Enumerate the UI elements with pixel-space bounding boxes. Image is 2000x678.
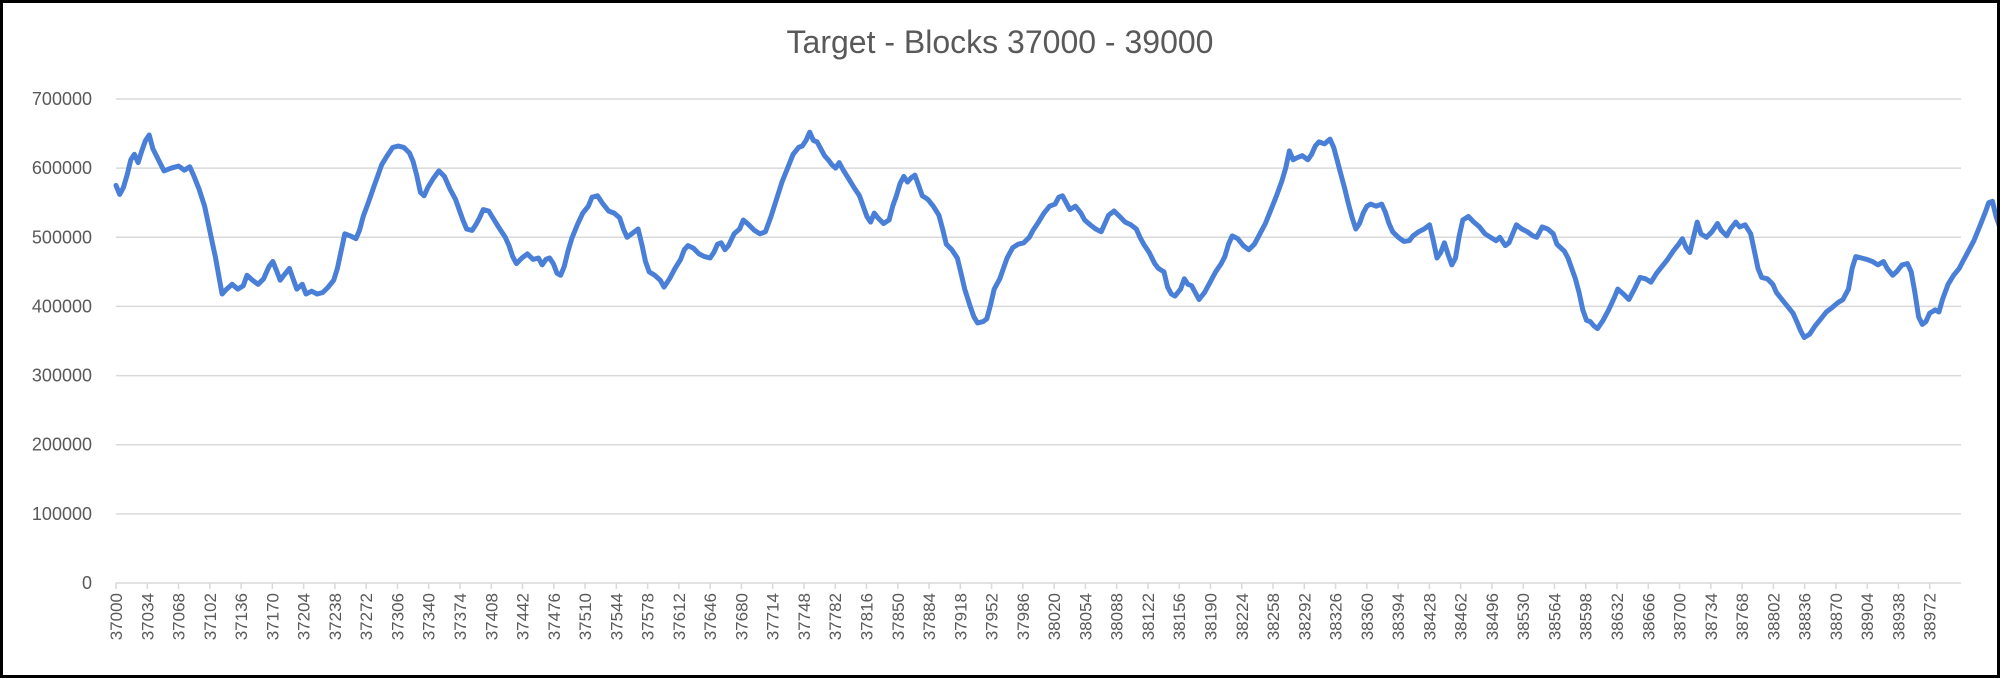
x-tick-label: 38870 xyxy=(1827,593,1846,640)
y-tick-label: 300000 xyxy=(32,366,92,386)
x-tick-label: 38292 xyxy=(1295,593,1314,640)
x-tick-label: 37918 xyxy=(951,593,970,640)
x-tick-label: 37646 xyxy=(701,593,720,640)
y-tick-label: 600000 xyxy=(32,158,92,178)
x-tick-label: 38224 xyxy=(1233,593,1252,640)
x-tick-label: 37680 xyxy=(732,593,751,640)
x-tick-label: 37204 xyxy=(295,593,314,640)
x-tick-label: 38088 xyxy=(1108,593,1127,640)
x-tick-label: 37000 xyxy=(107,593,126,640)
x-tick-label: 38258 xyxy=(1264,593,1283,640)
x-tick-label: 38360 xyxy=(1358,593,1377,640)
x-tick-label: 38836 xyxy=(1796,593,1815,640)
x-tick-label: 37884 xyxy=(920,593,939,640)
x-tick-label: 37952 xyxy=(983,593,1002,640)
x-tick-label: 37034 xyxy=(138,593,157,640)
x-tick-label: 38598 xyxy=(1577,593,1596,640)
x-tick-label: 38530 xyxy=(1514,593,1533,640)
x-tick-label: 37986 xyxy=(1014,593,1033,640)
series-line-0 xyxy=(113,129,1997,340)
x-tick-label: 37306 xyxy=(388,593,407,640)
x-tick-label: 38938 xyxy=(1889,593,1908,640)
y-tick-label: 700000 xyxy=(32,89,92,109)
x-tick-label: 37850 xyxy=(889,593,908,640)
gridlines xyxy=(116,98,1961,584)
x-tick-label: 38700 xyxy=(1671,593,1690,640)
x-tick-label: 38428 xyxy=(1420,593,1439,640)
x-tick-label: 37748 xyxy=(795,593,814,640)
x-tick-label: 37102 xyxy=(201,593,220,640)
chart-title: Target - Blocks 37000 - 39000 xyxy=(787,24,1214,60)
x-tick-label: 37374 xyxy=(451,593,470,640)
y-tick-label: 200000 xyxy=(32,435,92,455)
x-tick-label: 38462 xyxy=(1452,593,1471,640)
y-tick-label: 400000 xyxy=(32,296,92,316)
series-group xyxy=(113,129,1997,340)
x-tick-label: 37408 xyxy=(482,593,501,640)
x-tick-label: 37340 xyxy=(420,593,439,640)
x-tick-label: 37136 xyxy=(232,593,251,640)
x-tick-label: 38666 xyxy=(1639,593,1658,640)
x-tick-label: 38496 xyxy=(1483,593,1502,640)
x-tick-label: 38122 xyxy=(1139,593,1158,640)
y-tick-label: 500000 xyxy=(32,227,92,247)
x-tick-label: 37578 xyxy=(639,593,658,640)
x-tick-label: 38734 xyxy=(1702,593,1721,640)
y-tick-label: 100000 xyxy=(32,504,92,524)
x-tick-label: 37782 xyxy=(826,593,845,640)
x-axis-ticks: 37000 37034 37068 37102 37136 37170 37204 37238… xyxy=(107,583,1940,640)
line-chart: Target - Blocks 37000 - 39000 0 100000 200… xyxy=(32,24,1997,640)
x-tick-label: 38802 xyxy=(1764,593,1783,640)
x-tick-label: 38564 xyxy=(1545,593,1564,640)
x-tick-label: 37238 xyxy=(326,593,345,640)
x-tick-label: 37510 xyxy=(576,593,595,640)
x-tick-label: 38632 xyxy=(1608,593,1627,640)
x-tick-label: 37476 xyxy=(545,593,564,640)
x-tick-label: 37816 xyxy=(858,593,877,640)
y-tick-label: 0 xyxy=(82,573,92,593)
x-tick-label: 38190 xyxy=(1201,593,1220,640)
x-tick-label: 38768 xyxy=(1733,593,1752,640)
x-tick-label: 38054 xyxy=(1076,593,1095,640)
x-tick-label: 38156 xyxy=(1170,593,1189,640)
x-tick-label: 38972 xyxy=(1921,593,1940,640)
x-tick-label: 37068 xyxy=(170,593,189,640)
x-tick-label: 37612 xyxy=(670,593,689,640)
x-tick-label: 37442 xyxy=(514,593,533,640)
x-tick-label: 38394 xyxy=(1389,593,1408,640)
x-tick-label: 38326 xyxy=(1327,593,1346,640)
x-tick-label: 37714 xyxy=(764,593,783,640)
x-tick-label: 37272 xyxy=(357,593,376,640)
x-tick-label: 37170 xyxy=(263,593,282,640)
x-tick-label: 38904 xyxy=(1858,593,1877,640)
x-tick-label: 37544 xyxy=(607,593,626,640)
x-tick-label: 38020 xyxy=(1045,593,1064,640)
y-axis-ticks: 0 100000 200000 300000 400000 500000 600000 700… xyxy=(32,89,92,593)
